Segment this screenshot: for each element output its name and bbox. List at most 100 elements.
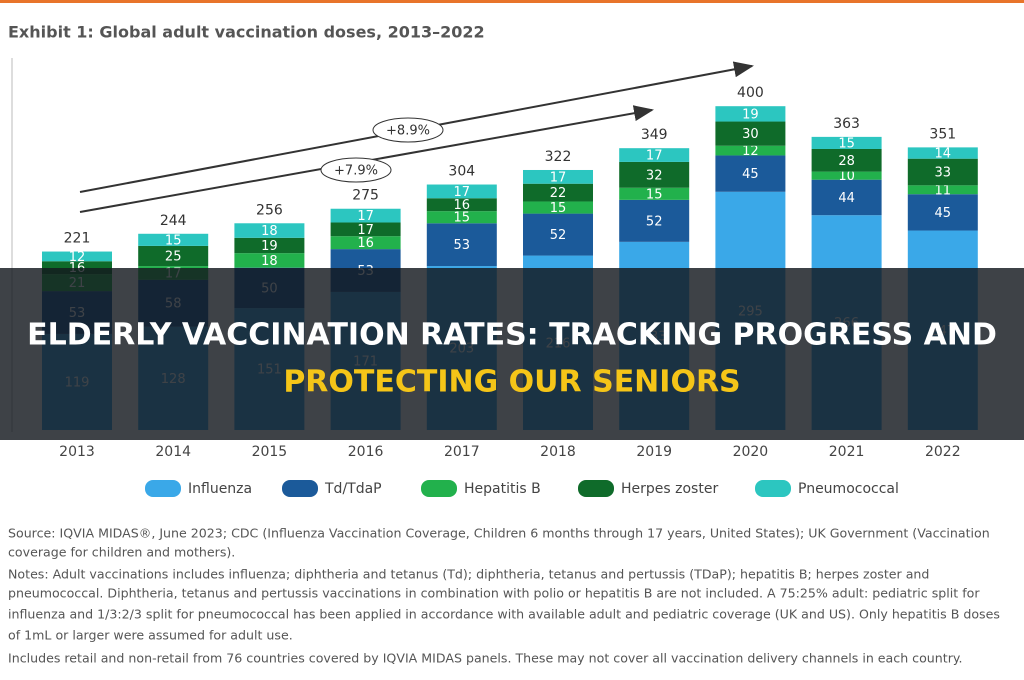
total-label: 221 — [64, 231, 91, 247]
total-label: 275 — [352, 188, 379, 204]
bar-segment — [234, 237, 305, 254]
bar-segment — [907, 158, 978, 186]
bar-segment — [330, 236, 401, 250]
total-label: 400 — [737, 85, 764, 101]
segment-label: 25 — [165, 249, 182, 264]
bar-segment — [523, 213, 593, 256]
x-tick-label: 2022 — [925, 444, 961, 460]
segment-label: 18 — [261, 224, 278, 239]
x-tick-label: 2016 — [348, 444, 384, 460]
segment-label: 53 — [454, 238, 471, 253]
bar-segment — [619, 148, 690, 162]
bar-segment — [523, 201, 593, 214]
total-label: 256 — [256, 202, 283, 218]
bar-segment — [619, 199, 690, 242]
top-rule — [0, 0, 1024, 3]
segment-label: 10 — [838, 169, 855, 184]
total-label: 304 — [448, 164, 475, 180]
bar-segment — [426, 223, 497, 267]
bar-segment — [426, 184, 497, 199]
segment-label: 30 — [742, 127, 759, 142]
segment-label: 17 — [357, 223, 374, 238]
annotation: +8.9% — [386, 124, 430, 139]
note-line: Notes: Adult vaccinations includes influ… — [8, 567, 929, 582]
x-tick-label: 2021 — [829, 444, 865, 460]
segment-label: 15 — [165, 233, 182, 248]
banner-line: ELDERLY VACCINATION RATES: TRACKING PROG… — [27, 318, 997, 353]
segment-label: 16 — [357, 236, 374, 251]
bar-segment — [715, 121, 786, 146]
segment-label: 17 — [646, 149, 663, 164]
legend-label: Pneumococcal — [798, 481, 899, 497]
bar-segment — [426, 211, 497, 224]
annotation-bubble — [372, 117, 444, 143]
note-line: Source: IQVIA MIDAS®, June 2023; CDC (In… — [8, 526, 990, 541]
total-label: 322 — [545, 149, 572, 165]
segment-label: 22 — [550, 186, 567, 201]
segment-label: 15 — [454, 211, 471, 226]
note-line: pneumococcal. Diphtheria, tetanus and pe… — [8, 586, 980, 601]
segment-label: 15 — [838, 136, 855, 151]
segment-label: 17 — [357, 209, 374, 224]
x-tick-label: 2015 — [252, 444, 288, 460]
segment-label: 17 — [454, 185, 471, 200]
legend-swatch — [282, 480, 318, 497]
segment-label: 45 — [742, 167, 759, 182]
banner — [0, 268, 1024, 440]
bar-segment — [523, 183, 593, 202]
x-tick-label: 2020 — [733, 444, 769, 460]
legend-swatch — [755, 480, 791, 497]
legend-label: Hepatitis B — [464, 481, 541, 497]
chart-title: Exhibit 1: Global adult vaccination dose… — [8, 23, 485, 42]
total-label: 351 — [929, 126, 956, 142]
bar-segment — [907, 185, 978, 195]
bar-segment — [330, 208, 401, 223]
note-line: Includes retail and non-retail from 76 c… — [8, 651, 963, 666]
total-label: 349 — [641, 127, 668, 143]
bar-segment — [907, 147, 978, 159]
note-line: coverage for children and mothers). — [8, 545, 235, 560]
bar-segment — [811, 136, 882, 149]
x-tick-label: 2018 — [540, 444, 576, 460]
legend-swatch — [421, 480, 457, 497]
bar-segment — [138, 233, 209, 246]
bar-segment — [811, 179, 882, 216]
segment-label: 12 — [742, 144, 759, 159]
x-tick-label: 2013 — [59, 444, 95, 460]
bar-segment — [907, 194, 978, 231]
annotation-bubble — [320, 157, 392, 183]
note-line: of 1mL or larger were assumed for adult … — [8, 628, 293, 643]
banner-line: PROTECTING OUR SENIORS — [283, 365, 740, 400]
legend-swatch — [145, 480, 181, 497]
legend-label: Herpes zoster — [621, 481, 718, 497]
bar-segment — [811, 171, 882, 180]
segment-label: 11 — [935, 183, 952, 198]
bar-segment — [42, 251, 112, 262]
segment-label: 33 — [935, 166, 952, 181]
segment-label: 28 — [838, 154, 855, 169]
segment-label: 44 — [838, 191, 855, 206]
segment-label: 19 — [261, 239, 278, 254]
bar-segment — [715, 106, 786, 122]
bar-segment — [715, 155, 786, 192]
total-label: 244 — [160, 213, 187, 229]
bar-segment — [619, 161, 690, 188]
legend-label: Td/TdaP — [324, 481, 382, 497]
segment-label: 32 — [646, 168, 663, 183]
segment-label: 19 — [742, 107, 759, 122]
bar-segment — [234, 253, 305, 268]
segment-label: 18 — [261, 254, 278, 269]
x-tick-label: 2017 — [444, 444, 480, 460]
segment-label: 12 — [69, 250, 86, 265]
legend-label: Influenza — [188, 481, 252, 497]
bar-segment — [138, 245, 209, 267]
segment-label: 16 — [454, 198, 471, 213]
annotation: +7.9% — [334, 164, 378, 179]
segment-label: 52 — [646, 214, 663, 229]
note-line: influenza and 1/3:2/3 split for pneumoco… — [8, 607, 1000, 622]
bar-segment — [523, 169, 593, 184]
segment-label: 45 — [935, 206, 952, 221]
segment-label: 17 — [550, 170, 567, 185]
bar-segment — [811, 148, 882, 172]
